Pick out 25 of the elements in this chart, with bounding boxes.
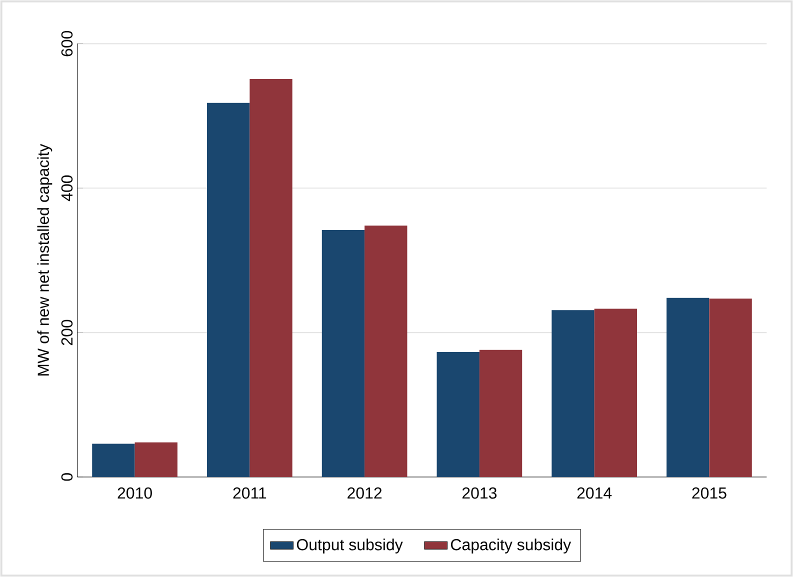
bar — [436, 352, 480, 477]
legend-label: Capacity subsidy — [451, 538, 572, 554]
bar — [322, 230, 365, 477]
bar — [92, 444, 135, 477]
x-tick-label: 2014 — [577, 487, 612, 499]
bar — [207, 102, 250, 477]
y-tick-label: 200 — [61, 320, 73, 346]
x-tick-label: 2010 — [118, 487, 152, 499]
legend-label: Output subsidy — [296, 538, 403, 554]
y-tick-label: 400 — [61, 175, 73, 202]
bar — [552, 310, 594, 477]
x-tick-label: 2015 — [692, 487, 726, 499]
bar — [666, 298, 710, 477]
bar — [134, 442, 178, 477]
x-tick-label: 2011 — [233, 487, 266, 499]
x-tick-label: 2013 — [462, 487, 497, 499]
y-tick-label: 600 — [61, 30, 73, 56]
bar — [364, 226, 408, 477]
bar — [709, 298, 752, 477]
bar — [479, 350, 522, 477]
y-axis-title: MW of new net installed capacity — [37, 144, 52, 376]
bar — [594, 308, 637, 477]
y-tick-label: 0 — [61, 473, 73, 481]
bar — [250, 79, 292, 477]
x-tick-label: 2012 — [348, 487, 382, 499]
